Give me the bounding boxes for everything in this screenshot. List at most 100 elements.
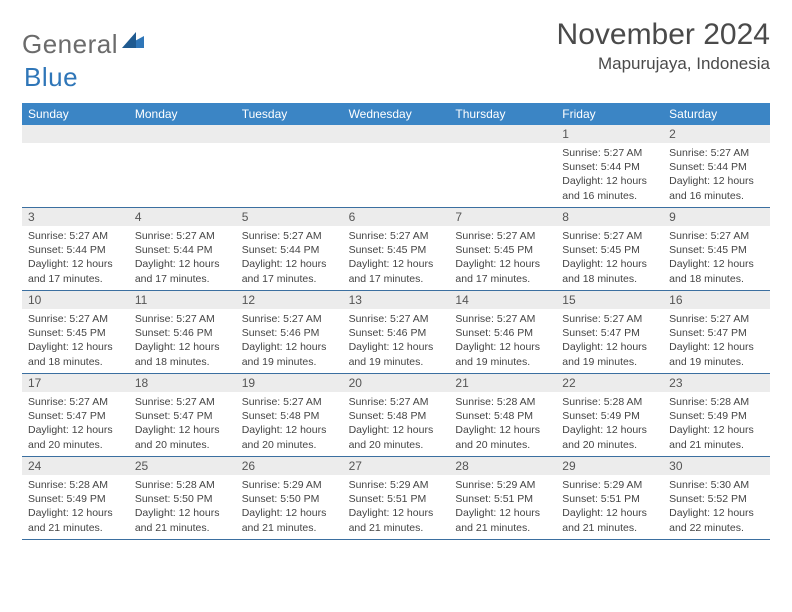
day-cell: 28Sunrise: 5:29 AMSunset: 5:51 PMDayligh…: [449, 457, 556, 539]
weekday-header: Saturday: [663, 103, 770, 125]
day-details: Sunrise: 5:27 AMSunset: 5:46 PMDaylight:…: [343, 309, 450, 373]
day-cell: 26Sunrise: 5:29 AMSunset: 5:50 PMDayligh…: [236, 457, 343, 539]
day-cell: 6Sunrise: 5:27 AMSunset: 5:45 PMDaylight…: [343, 208, 450, 290]
day-details: Sunrise: 5:27 AMSunset: 5:46 PMDaylight:…: [236, 309, 343, 373]
day-cell: [343, 125, 450, 207]
day-details: Sunrise: 5:28 AMSunset: 5:49 PMDaylight:…: [22, 475, 129, 539]
day-number: 17: [22, 374, 129, 392]
brand-word-1: General: [22, 29, 118, 60]
day-number: 9: [663, 208, 770, 226]
day-details: Sunrise: 5:27 AMSunset: 5:44 PMDaylight:…: [129, 226, 236, 290]
brand-mark-icon: [122, 24, 144, 55]
day-details: Sunrise: 5:27 AMSunset: 5:47 PMDaylight:…: [663, 309, 770, 373]
title-block: November 2024 Mapurujaya, Indonesia: [557, 18, 770, 74]
day-number: 11: [129, 291, 236, 309]
day-cell: 22Sunrise: 5:28 AMSunset: 5:49 PMDayligh…: [556, 374, 663, 456]
day-number: 1: [556, 125, 663, 143]
day-number: [449, 125, 556, 143]
day-cell: 4Sunrise: 5:27 AMSunset: 5:44 PMDaylight…: [129, 208, 236, 290]
day-number: 21: [449, 374, 556, 392]
day-details: Sunrise: 5:29 AMSunset: 5:51 PMDaylight:…: [556, 475, 663, 539]
day-cell: 8Sunrise: 5:27 AMSunset: 5:45 PMDaylight…: [556, 208, 663, 290]
day-number: 24: [22, 457, 129, 475]
day-details: Sunrise: 5:30 AMSunset: 5:52 PMDaylight:…: [663, 475, 770, 539]
week-row: 1Sunrise: 5:27 AMSunset: 5:44 PMDaylight…: [22, 125, 770, 208]
day-number: [236, 125, 343, 143]
weeks-container: 1Sunrise: 5:27 AMSunset: 5:44 PMDaylight…: [22, 125, 770, 540]
month-title: November 2024: [557, 18, 770, 52]
brand-word-2: Blue: [24, 62, 78, 93]
day-details: Sunrise: 5:27 AMSunset: 5:48 PMDaylight:…: [343, 392, 450, 456]
day-cell: 17Sunrise: 5:27 AMSunset: 5:47 PMDayligh…: [22, 374, 129, 456]
location: Mapurujaya, Indonesia: [557, 54, 770, 74]
day-number: 29: [556, 457, 663, 475]
day-number: 13: [343, 291, 450, 309]
day-details: Sunrise: 5:27 AMSunset: 5:44 PMDaylight:…: [22, 226, 129, 290]
weekday-header: Wednesday: [343, 103, 450, 125]
weekday-header-row: SundayMondayTuesdayWednesdayThursdayFrid…: [22, 103, 770, 125]
day-details: Sunrise: 5:27 AMSunset: 5:44 PMDaylight:…: [236, 226, 343, 290]
day-number: 30: [663, 457, 770, 475]
weekday-header: Thursday: [449, 103, 556, 125]
day-cell: 1Sunrise: 5:27 AMSunset: 5:44 PMDaylight…: [556, 125, 663, 207]
brand-logo: General: [22, 18, 144, 65]
day-details: Sunrise: 5:27 AMSunset: 5:47 PMDaylight:…: [129, 392, 236, 456]
day-cell: 18Sunrise: 5:27 AMSunset: 5:47 PMDayligh…: [129, 374, 236, 456]
day-number: 23: [663, 374, 770, 392]
day-number: 2: [663, 125, 770, 143]
day-details: Sunrise: 5:28 AMSunset: 5:50 PMDaylight:…: [129, 475, 236, 539]
week-row: 10Sunrise: 5:27 AMSunset: 5:45 PMDayligh…: [22, 291, 770, 374]
day-cell: 20Sunrise: 5:27 AMSunset: 5:48 PMDayligh…: [343, 374, 450, 456]
day-details: Sunrise: 5:27 AMSunset: 5:45 PMDaylight:…: [343, 226, 450, 290]
day-cell: 15Sunrise: 5:27 AMSunset: 5:47 PMDayligh…: [556, 291, 663, 373]
day-cell: [129, 125, 236, 207]
day-number: 10: [22, 291, 129, 309]
week-row: 24Sunrise: 5:28 AMSunset: 5:49 PMDayligh…: [22, 457, 770, 540]
day-details: Sunrise: 5:27 AMSunset: 5:44 PMDaylight:…: [663, 143, 770, 207]
day-details: Sunrise: 5:28 AMSunset: 5:49 PMDaylight:…: [556, 392, 663, 456]
day-details: Sunrise: 5:27 AMSunset: 5:47 PMDaylight:…: [22, 392, 129, 456]
day-details: Sunrise: 5:29 AMSunset: 5:51 PMDaylight:…: [449, 475, 556, 539]
day-number: 18: [129, 374, 236, 392]
day-cell: 16Sunrise: 5:27 AMSunset: 5:47 PMDayligh…: [663, 291, 770, 373]
day-cell: 24Sunrise: 5:28 AMSunset: 5:49 PMDayligh…: [22, 457, 129, 539]
day-details: Sunrise: 5:27 AMSunset: 5:46 PMDaylight:…: [449, 309, 556, 373]
day-number: 19: [236, 374, 343, 392]
day-details: Sunrise: 5:27 AMSunset: 5:44 PMDaylight:…: [556, 143, 663, 207]
day-number: 6: [343, 208, 450, 226]
day-details: Sunrise: 5:28 AMSunset: 5:49 PMDaylight:…: [663, 392, 770, 456]
day-cell: 30Sunrise: 5:30 AMSunset: 5:52 PMDayligh…: [663, 457, 770, 539]
day-number: 8: [556, 208, 663, 226]
day-number: [129, 125, 236, 143]
day-details: Sunrise: 5:28 AMSunset: 5:48 PMDaylight:…: [449, 392, 556, 456]
day-details: Sunrise: 5:27 AMSunset: 5:45 PMDaylight:…: [22, 309, 129, 373]
calendar: SundayMondayTuesdayWednesdayThursdayFrid…: [22, 103, 770, 540]
day-cell: 23Sunrise: 5:28 AMSunset: 5:49 PMDayligh…: [663, 374, 770, 456]
day-details: Sunrise: 5:29 AMSunset: 5:51 PMDaylight:…: [343, 475, 450, 539]
day-number: 15: [556, 291, 663, 309]
day-cell: 13Sunrise: 5:27 AMSunset: 5:46 PMDayligh…: [343, 291, 450, 373]
weekday-header: Tuesday: [236, 103, 343, 125]
week-row: 3Sunrise: 5:27 AMSunset: 5:44 PMDaylight…: [22, 208, 770, 291]
day-number: [22, 125, 129, 143]
day-cell: 10Sunrise: 5:27 AMSunset: 5:45 PMDayligh…: [22, 291, 129, 373]
day-number: 12: [236, 291, 343, 309]
day-number: 22: [556, 374, 663, 392]
day-cell: 7Sunrise: 5:27 AMSunset: 5:45 PMDaylight…: [449, 208, 556, 290]
day-number: 7: [449, 208, 556, 226]
day-cell: [22, 125, 129, 207]
day-number: 4: [129, 208, 236, 226]
weekday-header: Monday: [129, 103, 236, 125]
day-cell: 12Sunrise: 5:27 AMSunset: 5:46 PMDayligh…: [236, 291, 343, 373]
day-number: 27: [343, 457, 450, 475]
day-cell: 3Sunrise: 5:27 AMSunset: 5:44 PMDaylight…: [22, 208, 129, 290]
day-number: 25: [129, 457, 236, 475]
day-number: 26: [236, 457, 343, 475]
day-details: Sunrise: 5:27 AMSunset: 5:45 PMDaylight:…: [556, 226, 663, 290]
day-cell: 9Sunrise: 5:27 AMSunset: 5:45 PMDaylight…: [663, 208, 770, 290]
day-number: 5: [236, 208, 343, 226]
day-number: 16: [663, 291, 770, 309]
day-number: 28: [449, 457, 556, 475]
day-cell: [449, 125, 556, 207]
day-cell: 11Sunrise: 5:27 AMSunset: 5:46 PMDayligh…: [129, 291, 236, 373]
